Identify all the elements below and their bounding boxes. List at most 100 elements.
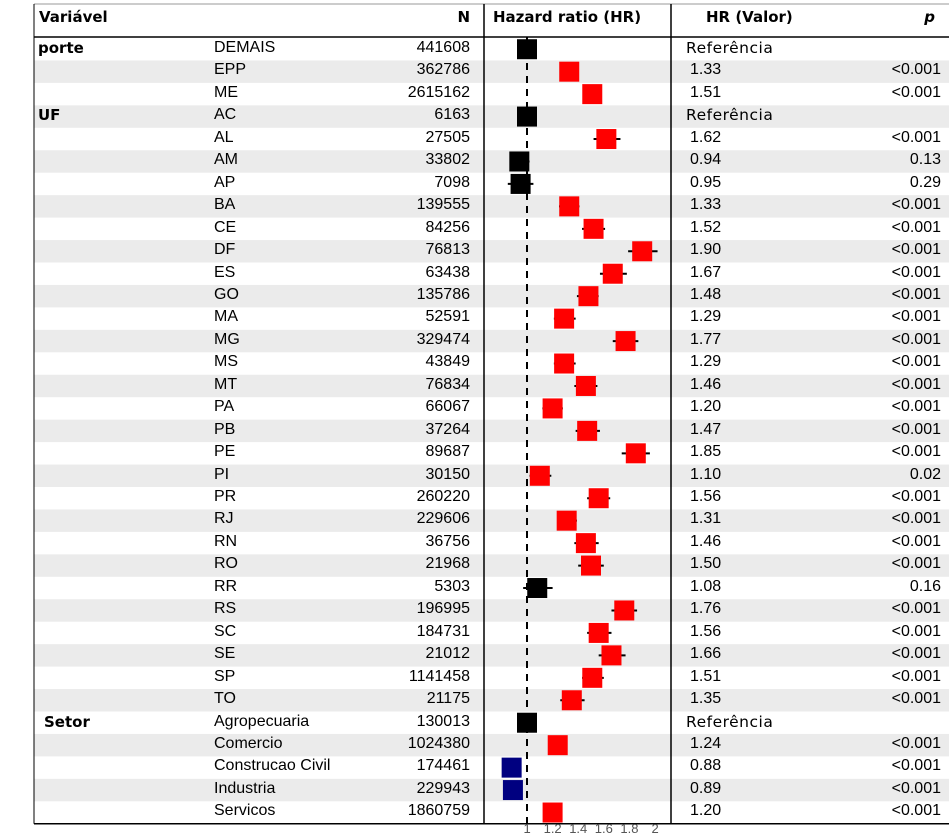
header-hr-value: HR (Valor)	[706, 8, 793, 26]
hr-value: 1.47	[690, 420, 722, 438]
row-label: RS	[214, 600, 237, 618]
p-value: 0.02	[909, 465, 941, 483]
hr-marker	[578, 286, 599, 307]
row-label: PR	[214, 488, 237, 505]
n-value: 1141458	[408, 667, 470, 685]
row-stripe	[34, 599, 949, 622]
row-label: PE	[214, 443, 236, 461]
p-value: <0.001	[891, 802, 941, 820]
p-value: <0.001	[891, 83, 941, 101]
header-hazard-ratio: Hazard ratio (HR)	[493, 8, 642, 26]
row-stripe	[34, 150, 949, 173]
hr-value: 1.46	[690, 532, 722, 550]
n-value: 30150	[425, 465, 471, 483]
row-stripe	[34, 509, 949, 532]
hr-marker	[502, 780, 523, 801]
hr-value: 1.48	[690, 285, 722, 303]
hr-value: 1.33	[690, 61, 722, 79]
n-value: 135786	[416, 285, 470, 303]
x-tick-label: 2	[651, 821, 659, 836]
hr-marker	[527, 578, 548, 599]
x-tick-label: 1.8	[620, 821, 639, 836]
row-stripe	[34, 689, 949, 712]
header-p-value: p	[924, 8, 935, 26]
n-value: 52591	[425, 308, 471, 326]
row-stripe	[34, 778, 949, 802]
n-value: 139555	[416, 196, 470, 214]
hr-value: 1.56	[690, 488, 722, 505]
p-value: <0.001	[891, 555, 941, 573]
n-value: 7098	[434, 173, 470, 191]
hr-marker	[542, 398, 563, 419]
hr-value: 1.51	[690, 83, 722, 101]
n-value: 76813	[425, 241, 471, 259]
p-value: <0.001	[891, 285, 941, 303]
row-stripe	[34, 554, 949, 577]
hr-marker	[601, 645, 622, 666]
hr-value: 1.24	[690, 734, 722, 752]
p-value: <0.001	[891, 375, 941, 393]
row-stripe	[34, 105, 949, 128]
hr-value: 1.62	[690, 128, 722, 146]
row-label: RN	[214, 532, 238, 550]
p-value: <0.001	[891, 645, 941, 663]
n-value: 174461	[416, 757, 470, 775]
hr-marker	[575, 375, 596, 396]
n-value: 76834	[425, 375, 471, 393]
row-label: EPP	[214, 61, 247, 79]
p-value: 0.29	[909, 173, 941, 191]
hr-marker	[561, 690, 582, 711]
x-tick-label: 1	[523, 821, 531, 836]
row-label: Construcao Civil	[214, 757, 331, 775]
n-value: 441608	[416, 39, 470, 56]
row-label: MA	[214, 308, 238, 326]
n-value: 36756	[425, 532, 471, 550]
p-value: <0.001	[891, 218, 941, 236]
row-label: AC	[214, 106, 237, 124]
row-label: SP	[214, 667, 236, 685]
hr-marker	[554, 353, 575, 374]
n-value: 21968	[425, 555, 471, 573]
n-value: 66067	[425, 398, 471, 416]
group-label: UF	[38, 106, 61, 125]
row-label: ES	[214, 263, 236, 281]
hr-marker	[588, 488, 609, 509]
hr-value: 0.89	[690, 779, 722, 797]
row-label: PI	[214, 465, 230, 483]
hr-value: 0.95	[690, 173, 722, 191]
hr-value: 1.90	[690, 241, 722, 259]
hr-value: 1.52	[690, 218, 722, 236]
p-value: <0.001	[891, 532, 941, 550]
p-value: <0.001	[891, 308, 941, 326]
header-n: N	[457, 8, 470, 26]
hr-marker	[582, 84, 603, 105]
p-value: <0.001	[891, 241, 941, 259]
n-value: 89687	[425, 443, 471, 461]
hr-marker	[582, 667, 603, 688]
hr-marker	[625, 443, 646, 464]
n-value: 37264	[425, 420, 471, 438]
hr-value: 1.35	[690, 690, 722, 708]
row-label: CE	[214, 218, 237, 236]
p-value: <0.001	[891, 196, 941, 214]
p-value: <0.001	[891, 488, 941, 505]
hr-value: 1.20	[690, 802, 722, 820]
hr-marker	[556, 510, 577, 531]
row-label: GO	[214, 285, 239, 303]
hr-marker	[632, 241, 653, 262]
row-stripe	[34, 644, 949, 667]
header-variable: Variável	[39, 8, 108, 26]
p-value: <0.001	[891, 510, 941, 528]
row-stripe	[34, 329, 949, 353]
row-label: PB	[214, 420, 236, 438]
p-value: 0.13	[909, 151, 941, 169]
hr-marker	[517, 106, 537, 127]
n-value: 130013	[416, 712, 470, 730]
hr-marker	[517, 712, 537, 733]
row-stripe	[34, 195, 949, 218]
hr-marker	[596, 129, 617, 150]
hr-marker	[554, 308, 575, 329]
row-stripe	[34, 374, 949, 398]
hr-value: 0.94	[690, 151, 722, 169]
